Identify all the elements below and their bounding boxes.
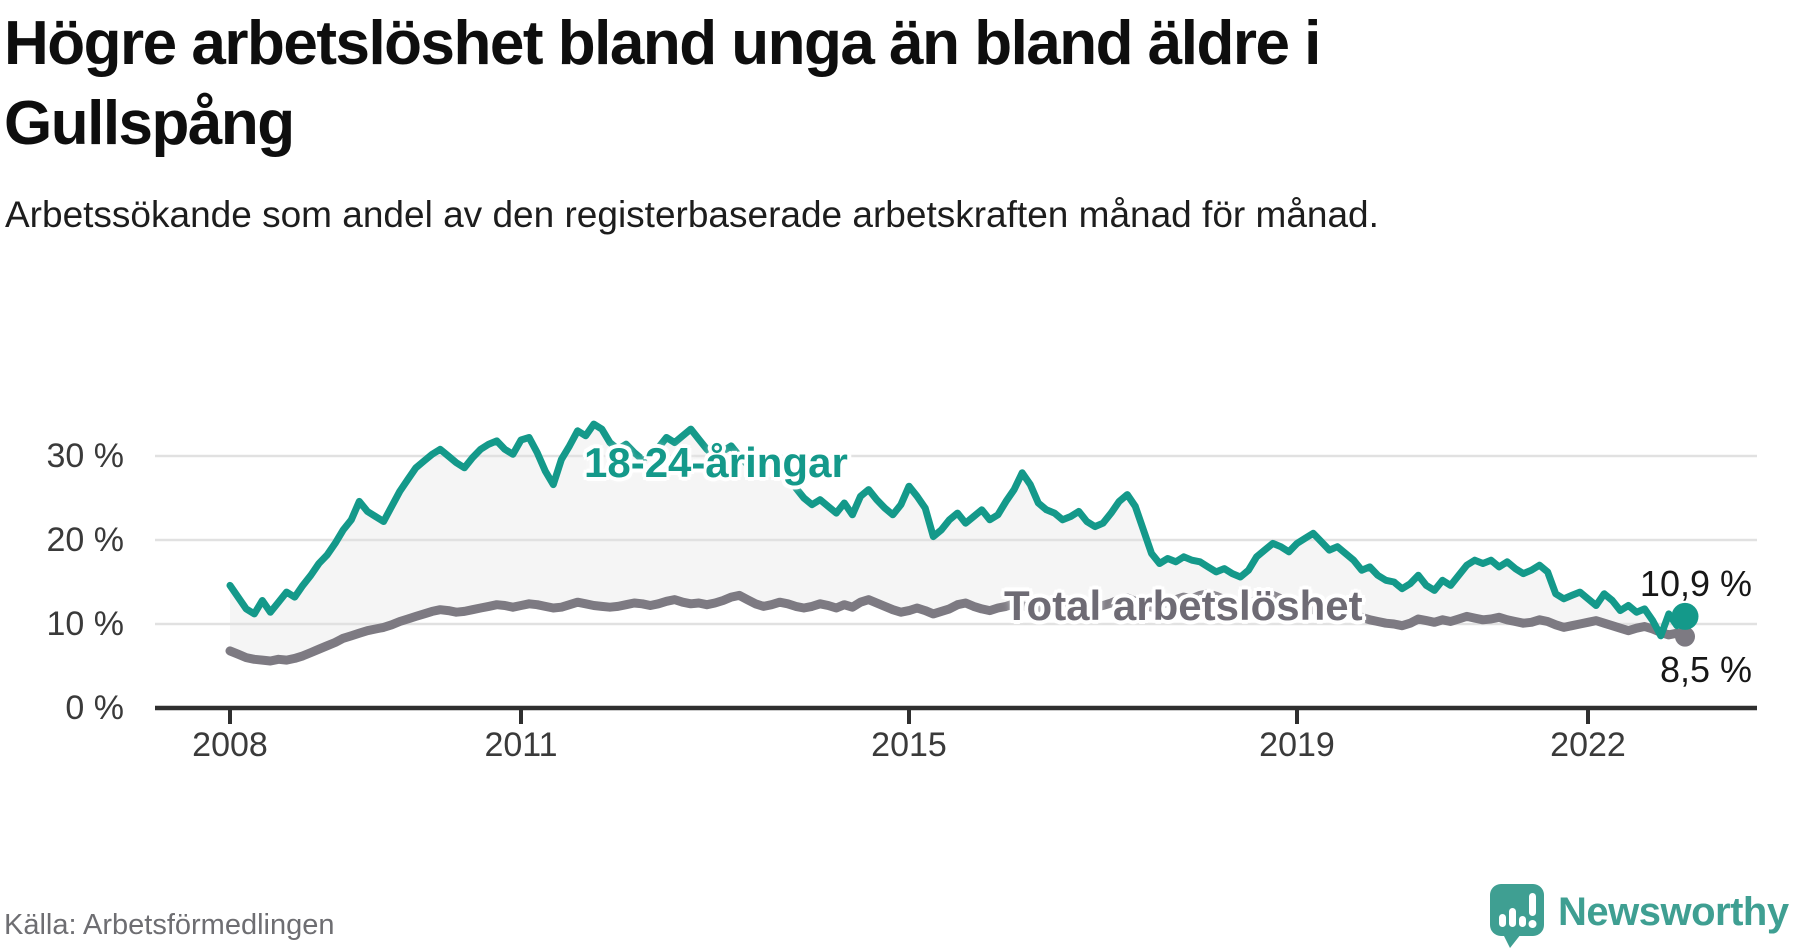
line-total-arbetsloshet <box>225 589 1690 666</box>
end-value-total: 8,5 % <box>1659 649 1752 690</box>
end-dot-total <box>1675 626 1695 647</box>
page-title: Högre arbetslöshet bland unga än bland ä… <box>4 4 1564 164</box>
y-tick-20: 20 % <box>46 521 125 559</box>
series-label-total: Total arbetslöshet <box>1004 582 1363 629</box>
source-note: Källa: Arbetsförmedlingen <box>4 909 335 941</box>
x-tick-2015: 2015 <box>871 726 947 764</box>
page-title-line2: Gullspång <box>4 89 295 158</box>
series-label-young: 18-24-åringar <box>584 439 848 486</box>
chart-speech-bubble-icon <box>1490 884 1544 948</box>
y-tick-0: 0 % <box>65 689 124 727</box>
y-tick-30: 30 % <box>46 437 125 475</box>
page-title-line1: Högre arbetslöshet bland unga än bland ä… <box>4 9 1321 78</box>
x-tick-2008: 2008 <box>192 726 268 764</box>
end-dot-young <box>1671 602 1699 630</box>
line-18-24-aringar <box>226 420 1689 640</box>
x-tick-2022: 2022 <box>1550 726 1626 764</box>
y-tick-10: 10 % <box>46 605 125 643</box>
x-tick-2019: 2019 <box>1259 726 1335 764</box>
brand-name: Newsworthy <box>1558 890 1789 934</box>
end-value-young: 10,9 % <box>1639 563 1752 604</box>
newsworthy-branding: Newsworthy <box>1490 884 1789 948</box>
x-tick-2011: 2011 <box>484 726 558 764</box>
chart-subtitle: Arbetssökande som andel av den registerb… <box>5 194 1379 235</box>
